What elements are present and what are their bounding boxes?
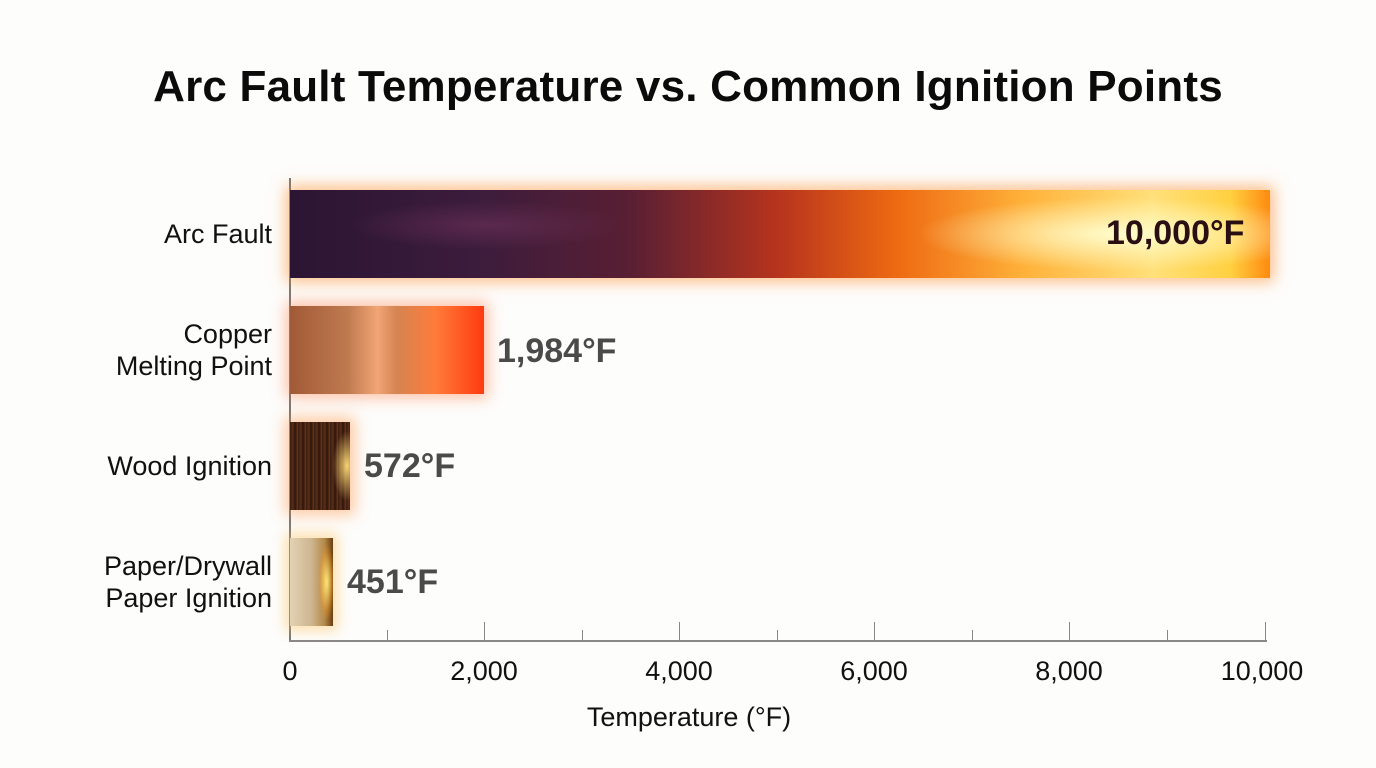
x-minor-tick [387, 630, 388, 640]
value-label-paper: 451°F [347, 563, 439, 601]
x-tick-label: 2,000 [450, 656, 518, 686]
x-major-tick [679, 622, 680, 640]
x-major-tick [1265, 622, 1266, 640]
value-label-wood: 572°F [364, 447, 456, 485]
x-tick-label: 0 [282, 656, 298, 686]
y-axis-line [289, 178, 291, 641]
x-major-tick [874, 622, 875, 640]
x-tick-label: 4,000 [645, 656, 713, 686]
category-label-arc-fault: Arc Fault [163, 219, 272, 249]
chart-title: Arc Fault Temperature vs. Common Ignitio… [153, 62, 1223, 111]
x-minor-tick [1167, 630, 1168, 640]
x-axis-label: Temperature (°F) [586, 702, 792, 732]
x-axis-line [289, 640, 1267, 642]
x-tick-label: 10,000 [1220, 656, 1304, 686]
x-tick-label: 8,000 [1035, 656, 1103, 686]
x-minor-tick [777, 630, 778, 640]
x-minor-tick [582, 630, 583, 640]
x-major-tick [484, 622, 485, 640]
value-label-arc-fault: 10,000°F [1106, 214, 1245, 252]
category-label-wood: Wood Ignition [107, 451, 272, 481]
category-label-paper: Paper/Drywall Paper Ignition [103, 551, 272, 613]
bar-copper [290, 306, 484, 394]
bar-arc-fault [290, 190, 1270, 278]
value-label-copper: 1,984°F [497, 332, 617, 370]
x-major-tick [1069, 622, 1070, 640]
bar-wood [290, 422, 350, 510]
category-label-copper: Copper Melting Point [115, 319, 272, 381]
bar-paper [290, 538, 333, 626]
x-minor-tick [972, 630, 973, 640]
x-tick-label: 6,000 [840, 656, 908, 686]
